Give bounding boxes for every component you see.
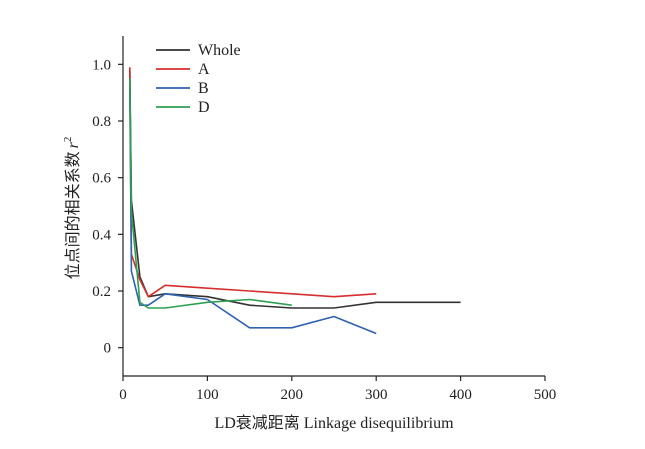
x-tick-label-3: 300	[365, 387, 388, 403]
ticks: 0 100 200 300 400 500 0 0.2 0.4 0.6 0.8 1.0	[92, 57, 556, 403]
y-axis-title: 位点间的相关系数 r2	[62, 137, 82, 280]
legend-label-a: A	[198, 61, 210, 78]
x-tick-label-4: 400	[449, 387, 472, 403]
x-tick-label-2: 200	[281, 387, 304, 403]
y-tick-label-2: 0.4	[92, 227, 111, 243]
axes	[122, 36, 545, 377]
x-axis-title: LD衰减距离 Linkage disequilibrium	[214, 414, 454, 432]
y-tick-label-4: 0.8	[92, 114, 111, 130]
series-line-d	[129, 78, 292, 309]
legend-label-d: D	[198, 99, 210, 116]
y-tick-label-1: 0.2	[92, 284, 111, 300]
y-axis-title-superscript: 2	[62, 137, 74, 143]
legend: Whole ABD	[156, 42, 241, 116]
y-tick-label-3: 0.6	[92, 171, 111, 187]
x-tick-label-5: 500	[534, 387, 557, 403]
y-tick-label-0: 0	[104, 341, 112, 357]
legend-label-b: B	[198, 80, 209, 97]
y-axis-title-text: 位点间的相关系数	[64, 151, 82, 279]
legend-label-whole: Whole	[198, 42, 241, 59]
series-line-a	[129, 67, 377, 298]
x-tick-label-1: 100	[196, 387, 219, 403]
x-tick-label-0: 0	[119, 387, 127, 403]
y-axis-title-symbol: r	[65, 141, 82, 148]
series-layer	[129, 67, 461, 335]
series-line-whole	[129, 69, 461, 309]
y-tick-label-5: 1.0	[92, 57, 111, 73]
series-line-b	[129, 86, 377, 335]
